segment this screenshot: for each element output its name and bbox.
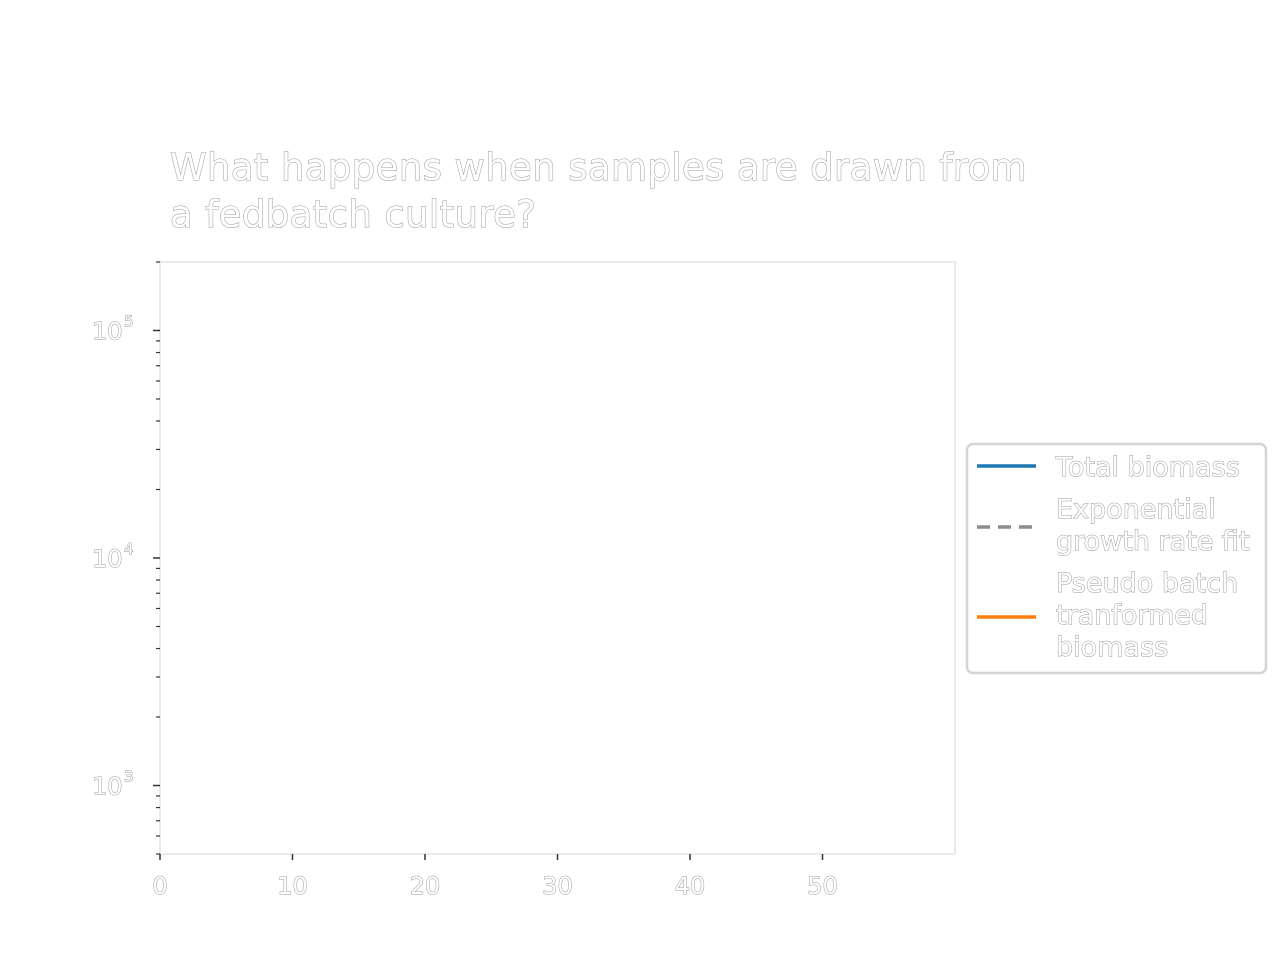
x-tick-label: 40 xyxy=(675,872,706,900)
y-tick-label: 10 3 xyxy=(92,767,135,801)
y-tick-label-exponent: 4 xyxy=(124,540,134,558)
y-tick-label: 10 4 xyxy=(92,540,135,574)
x-tick-label: 0 xyxy=(152,872,167,900)
y-tick-label-exponent: 3 xyxy=(124,768,134,786)
legend-label: Exponential xyxy=(1056,494,1216,525)
x-tick-label: 30 xyxy=(542,872,573,900)
plot-area xyxy=(159,261,956,855)
x-tick-label: 20 xyxy=(410,872,441,900)
legend-label: tranformed xyxy=(1056,600,1208,631)
legend-label: biomass xyxy=(1056,632,1168,663)
legend-label: Total biomass xyxy=(1055,452,1240,483)
legend-entry: Total biomass xyxy=(977,452,1240,484)
y-tick-label-base: 10 xyxy=(92,773,123,801)
x-axis: 0 10 20 30 40 50 xyxy=(152,854,838,901)
chart-title-line: a fedbatch culture? xyxy=(170,193,536,236)
legend-label: Pseudo batch xyxy=(1056,568,1238,599)
y-tick-label-base: 10 xyxy=(92,317,123,345)
x-tick-label: 10 xyxy=(277,872,308,900)
y-tick-label-base: 10 xyxy=(92,545,123,573)
legend-label: growth rate fit xyxy=(1056,526,1250,557)
y-tick-label-exponent: 5 xyxy=(124,312,134,330)
legend-box xyxy=(965,442,1268,675)
y-tick-label: 10 5 xyxy=(92,312,135,346)
chart-title: What happens when samples are drawn from… xyxy=(170,146,1028,237)
x-tick-label: 50 xyxy=(807,872,838,900)
chart-title-line: What happens when samples are drawn from xyxy=(170,146,1027,189)
